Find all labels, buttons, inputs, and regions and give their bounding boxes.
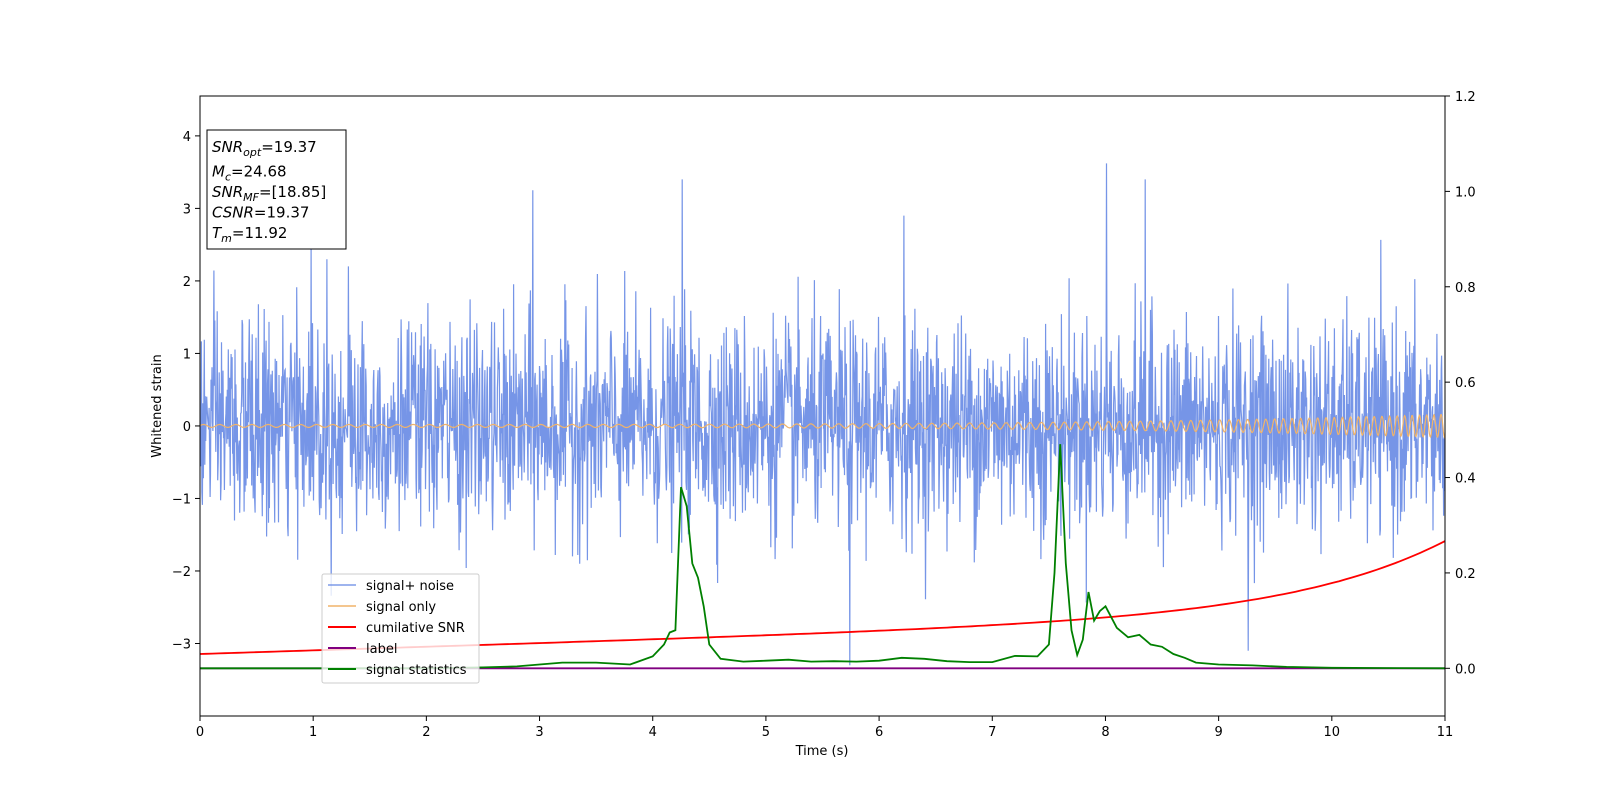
annotation-subscript: opt bbox=[243, 146, 262, 159]
annotation-symbol: M bbox=[212, 163, 225, 181]
y2-tick-label: 1.2 bbox=[1455, 90, 1476, 105]
annotation-line: Tm=11.92 bbox=[212, 224, 287, 245]
annotation-value: =[18.85] bbox=[259, 183, 326, 201]
legend-entry: signal+ noise bbox=[366, 579, 454, 594]
annotation-box: SNRopt=19.37Mc=24.68SNRMF=[18.85]CSNR=19… bbox=[206, 129, 347, 250]
annotation-subscript: MF bbox=[243, 191, 259, 204]
y2-tick-label: 0.0 bbox=[1455, 662, 1476, 677]
y-tick-label: 2 bbox=[183, 275, 191, 290]
annotation-value: =19.37 bbox=[261, 138, 317, 156]
y-tick-label: 0 bbox=[183, 420, 191, 435]
y2-tick-label: 0.6 bbox=[1455, 376, 1476, 391]
annotation-symbol: CSNR bbox=[212, 204, 254, 222]
annotation-line: CSNR=19.37 bbox=[212, 204, 309, 222]
x-tick-label: 5 bbox=[762, 725, 770, 740]
x-tick-label: 3 bbox=[535, 725, 543, 740]
y-tick-label: 4 bbox=[183, 130, 191, 145]
annotation-value: =24.68 bbox=[231, 163, 287, 181]
legend-frame bbox=[321, 573, 480, 684]
y2-tick-label: 0.4 bbox=[1455, 472, 1476, 487]
annotation-subscript: c bbox=[225, 171, 231, 184]
annotation-value: =11.92 bbox=[232, 224, 288, 242]
y-axis-label: Whitened strain bbox=[150, 354, 165, 457]
y-tick-label: −3 bbox=[172, 637, 191, 652]
x-tick-label: 7 bbox=[988, 725, 996, 740]
x-tick-label: 8 bbox=[1101, 725, 1109, 740]
y2-tick-label: 0.8 bbox=[1455, 281, 1476, 296]
legend-entry: signal statistics bbox=[366, 663, 467, 678]
annotation-line: SNRMF=[18.85] bbox=[212, 183, 326, 204]
series-signal-only bbox=[200, 413, 1445, 439]
legend: signal+ noise signal only cumilative SNR la… bbox=[321, 573, 480, 684]
x-axis-label: Time (s) bbox=[795, 744, 849, 759]
x-tick-label: 1 bbox=[309, 725, 317, 740]
x-tick-label: 11 bbox=[1437, 725, 1454, 740]
annotation-line: Mc=24.68 bbox=[212, 163, 287, 184]
legend-entry: label bbox=[366, 642, 397, 657]
y-tick-label: 1 bbox=[183, 347, 191, 362]
y-tick-label: −2 bbox=[172, 565, 191, 580]
y-tick-label: 3 bbox=[183, 202, 191, 217]
annotation-frame bbox=[206, 129, 347, 250]
series-signal-noise bbox=[200, 163, 1445, 666]
x-tick-label: 0 bbox=[196, 725, 204, 740]
y2-tick-label: 0.2 bbox=[1455, 567, 1476, 582]
x-tick-label: 2 bbox=[422, 725, 430, 740]
x-tick-label: 10 bbox=[1324, 725, 1341, 740]
legend-entry: cumilative SNR bbox=[366, 621, 465, 636]
annotation-subscript: m bbox=[221, 232, 232, 245]
annotation-symbol: T bbox=[212, 224, 223, 242]
annotation-symbol: SNR bbox=[212, 183, 243, 201]
x-tick-label: 4 bbox=[649, 725, 657, 740]
y-tick-label: −1 bbox=[172, 492, 191, 507]
annotation-symbol: SNR bbox=[212, 138, 243, 156]
annotation-line: SNRopt=19.37 bbox=[212, 138, 317, 159]
axes: 0 1 2 3 4 5 6 7 8 9 10 11 −3 −2 −1 0 1 2 3 4 0.0 0.2 0.4 0.6 0.8… bbox=[172, 90, 1476, 740]
legend-entry: signal only bbox=[366, 600, 436, 615]
annotation-value: =19.37 bbox=[254, 204, 310, 222]
plot-frame bbox=[199, 95, 1446, 717]
y2-tick-label: 1.0 bbox=[1455, 185, 1476, 200]
x-tick-label: 6 bbox=[875, 725, 883, 740]
x-tick-label: 9 bbox=[1214, 725, 1222, 740]
series-signal-statistics bbox=[200, 444, 1445, 670]
